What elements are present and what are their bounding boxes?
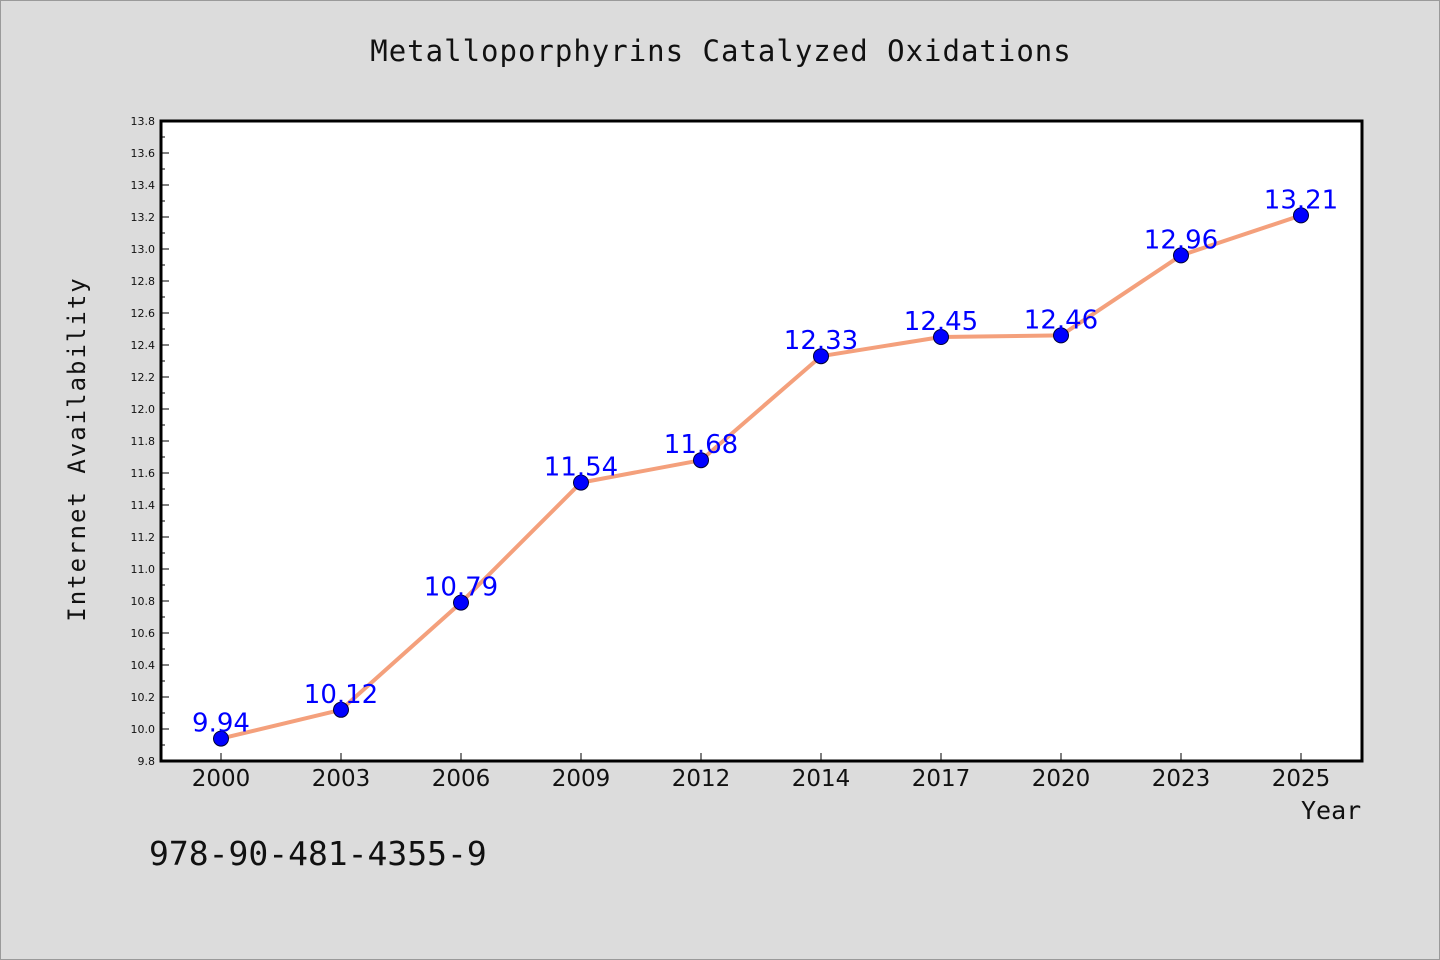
y-tick-label: 10.2 (131, 691, 156, 704)
data-label: 12.96 (1144, 225, 1218, 255)
y-tick-label: 13.6 (131, 147, 156, 160)
data-label: 10.12 (304, 680, 378, 710)
x-tick-label: 2006 (432, 766, 491, 792)
data-point (1053, 327, 1069, 344)
data-point (933, 329, 949, 345)
y-tick-label: 10.6 (131, 627, 156, 640)
data-point (813, 348, 829, 365)
data-point (1293, 207, 1309, 224)
data-label: 12.33 (784, 326, 858, 356)
data-point (573, 474, 589, 491)
data-label: 11.68 (664, 430, 738, 460)
y-tick-label: 12.6 (131, 307, 156, 320)
data-label: 11.54 (544, 453, 618, 483)
y-tick-label: 11.4 (131, 499, 156, 512)
x-tick-label: 2000 (192, 766, 251, 792)
y-tick-label: 13.2 (131, 211, 156, 224)
x-tick-label: 2023 (1152, 766, 1211, 792)
y-tick-label: 10.0 (131, 723, 156, 736)
x-axis-ticks: 2000 2003 2006 2009 2012 2014 2017 2020 2023 2025 (192, 753, 1331, 792)
y-tick-label: 10.4 (131, 659, 156, 672)
y-tick-label: 11.0 (131, 563, 156, 576)
plot-area (161, 121, 1362, 761)
isbn-code: 978-90-481-4355-9 (149, 834, 487, 873)
x-tick-label: 2025 (1272, 766, 1331, 792)
y-tick-label: 13.8 (131, 115, 156, 128)
y-tick-label: 12.0 (131, 403, 156, 416)
series-line (220, 213, 1302, 741)
y-tick-label: 13.0 (131, 243, 156, 256)
y-tick-label: 12.2 (131, 371, 156, 384)
x-tick-label: 2012 (672, 766, 731, 792)
data-point (693, 452, 709, 469)
data-label: 9.94 (192, 709, 250, 739)
y-tick-label: 12.4 (131, 339, 156, 352)
y-tick-label: 11.8 (131, 435, 156, 448)
x-tick-label: 2020 (1032, 766, 1091, 792)
y-tick-label: 13.4 (131, 179, 156, 192)
x-tick-label: 2014 (792, 766, 851, 792)
chart-title: Metalloporphyrins Catalyzed Oxidations (370, 34, 1072, 68)
data-label: 12.46 (1024, 305, 1098, 335)
data-markers (213, 207, 1309, 747)
y-tick-label: 10.8 (131, 595, 156, 608)
y-axis-ticks: 9.8 10.0 10.2 10.4 10.6 10.8 11.0 11.2 11.4 11.6 1… (131, 115, 169, 768)
x-tick-label: 2017 (912, 766, 971, 792)
x-tick-label: 2009 (552, 766, 611, 792)
x-tick-label: 2003 (312, 766, 371, 792)
x-axis-label: Year (1301, 796, 1362, 825)
data-label: 12.45 (904, 307, 978, 337)
data-point (1173, 247, 1189, 264)
data-label: 10.79 (424, 573, 498, 603)
y-tick-label: 11.6 (131, 467, 156, 480)
plot-frame (159, 119, 1364, 763)
y-tick-label: 11.2 (131, 531, 156, 544)
data-labels: 9.94 10.12 10.79 11.54 11.68 12.33 12.45 12.46 1… (192, 185, 1338, 738)
data-point (213, 730, 229, 747)
data-label: 13.21 (1264, 185, 1338, 215)
y-tick-label: 9.8 (138, 755, 156, 768)
y-tick-label: 12.8 (131, 275, 156, 288)
data-point (333, 701, 349, 718)
data-point (453, 594, 469, 611)
